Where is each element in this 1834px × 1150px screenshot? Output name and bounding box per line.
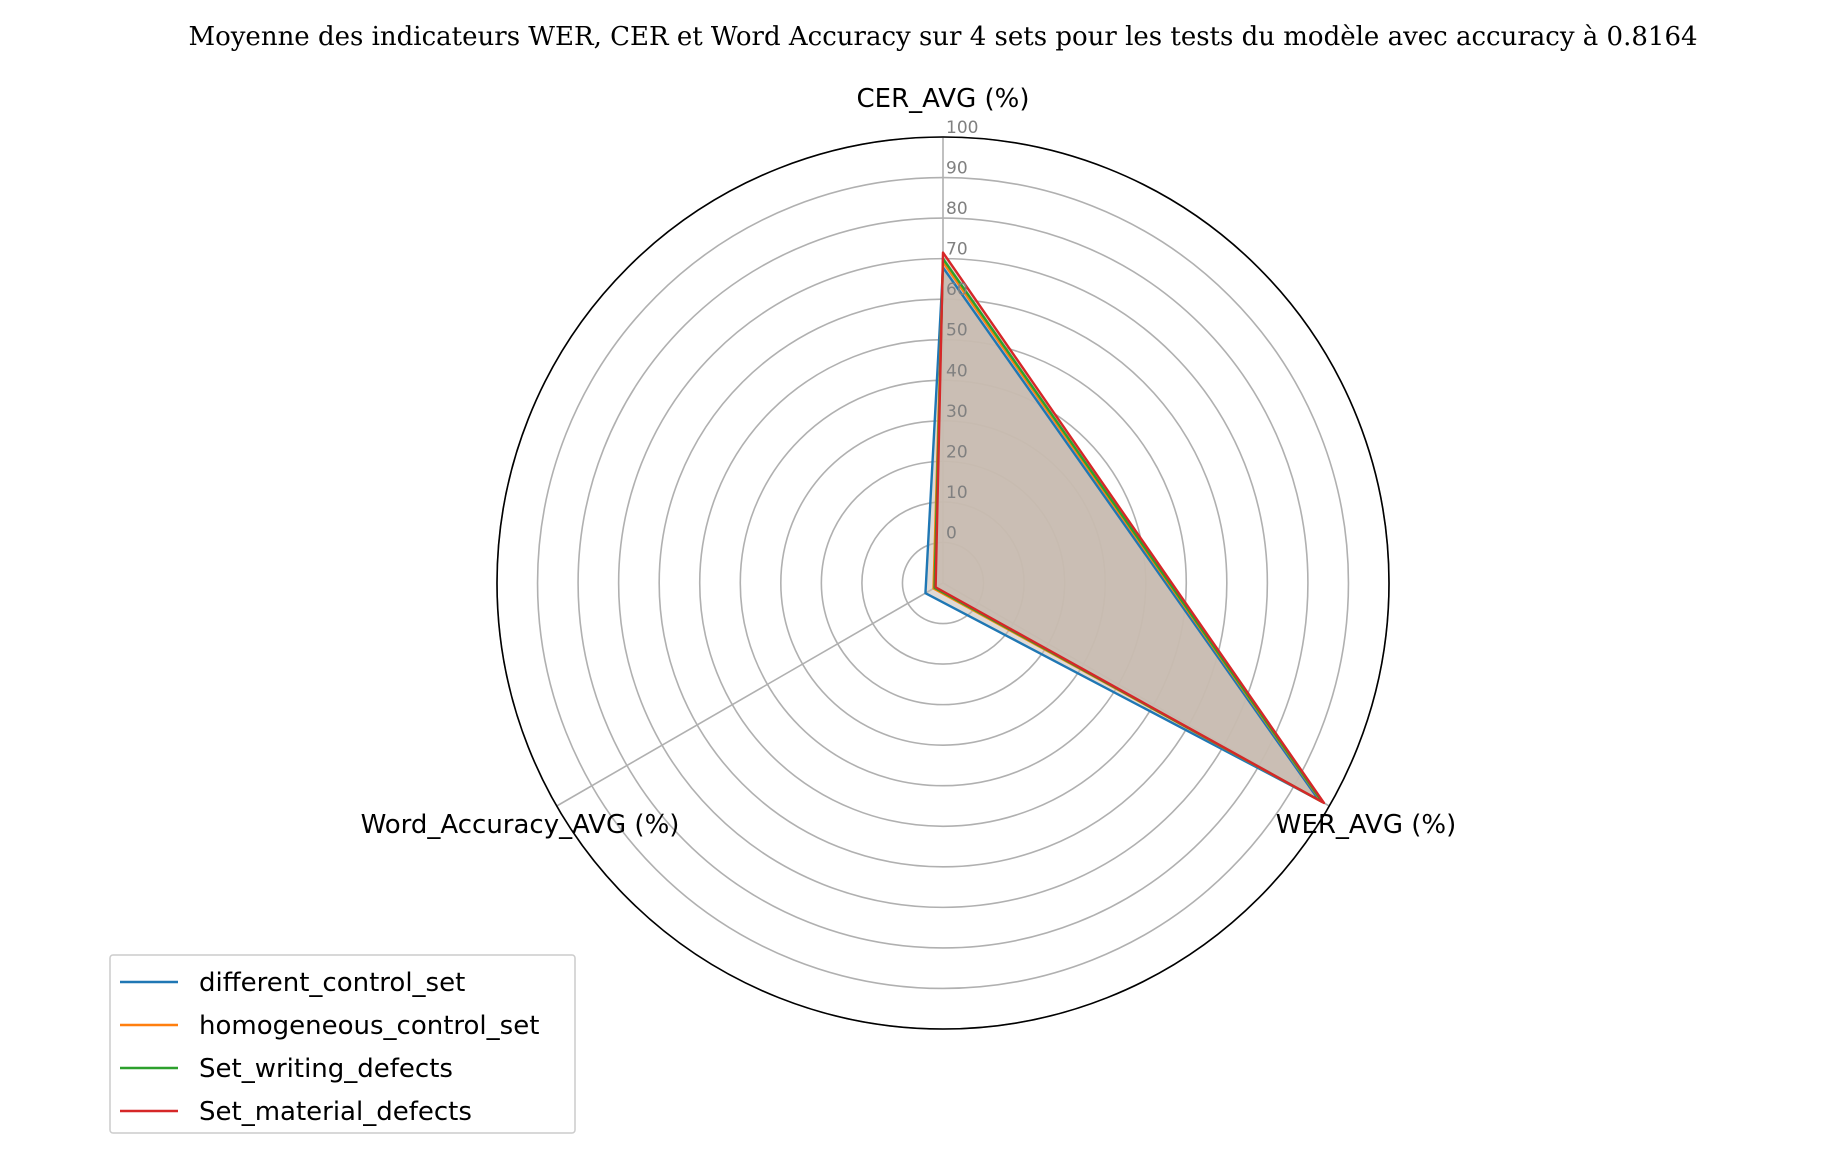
tick-label: 20 (946, 442, 968, 462)
legend: different_control_set homogeneous_control… (109, 954, 576, 1134)
tick-label: 70 (946, 240, 968, 260)
tick-label: 80 (946, 199, 968, 219)
outer-circle (496, 136, 1390, 1030)
tick-label: 0 (946, 523, 957, 543)
axis-label: Word_Accuracy_AVG (%) (361, 810, 680, 840)
radial-tick-labels: 0 10 20 30 40 50 60 70 80 90 100 (946, 118, 978, 543)
axis-labels: CER_AVG (%) WER_AVG (%) Word_Accuracy_AVG … (361, 84, 1457, 840)
legend-label: different_control_set (199, 968, 465, 998)
tick-label: 30 (946, 402, 968, 422)
axis-label: WER_AVG (%) (1276, 810, 1457, 840)
tick-label: 50 (946, 321, 968, 341)
tick-label: 60 (946, 280, 968, 300)
legend-box (109, 954, 576, 1134)
spoke-line (556, 582, 944, 807)
axis-label: CER_AVG (%) (857, 84, 1030, 114)
legend-label: Set_writing_defects (199, 1054, 453, 1084)
series-lines (924, 251, 1326, 805)
tick-label: 100 (946, 118, 978, 138)
tick-label: 40 (946, 361, 968, 381)
chart-title: Moyenne des indicateurs WER, CER et Word… (188, 22, 1697, 52)
legend-label: homogeneous_control_set (199, 1011, 539, 1041)
tick-label: 10 (946, 483, 968, 503)
series-line (924, 266, 1320, 802)
series-line (934, 251, 1326, 805)
legend-label: Set_material_defects (199, 1097, 472, 1127)
tick-label: 90 (946, 159, 968, 179)
